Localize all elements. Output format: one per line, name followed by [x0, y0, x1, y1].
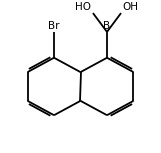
Text: Br: Br	[48, 21, 60, 31]
Text: B: B	[103, 21, 111, 31]
Text: OH: OH	[123, 2, 139, 12]
Text: HO: HO	[75, 2, 91, 12]
